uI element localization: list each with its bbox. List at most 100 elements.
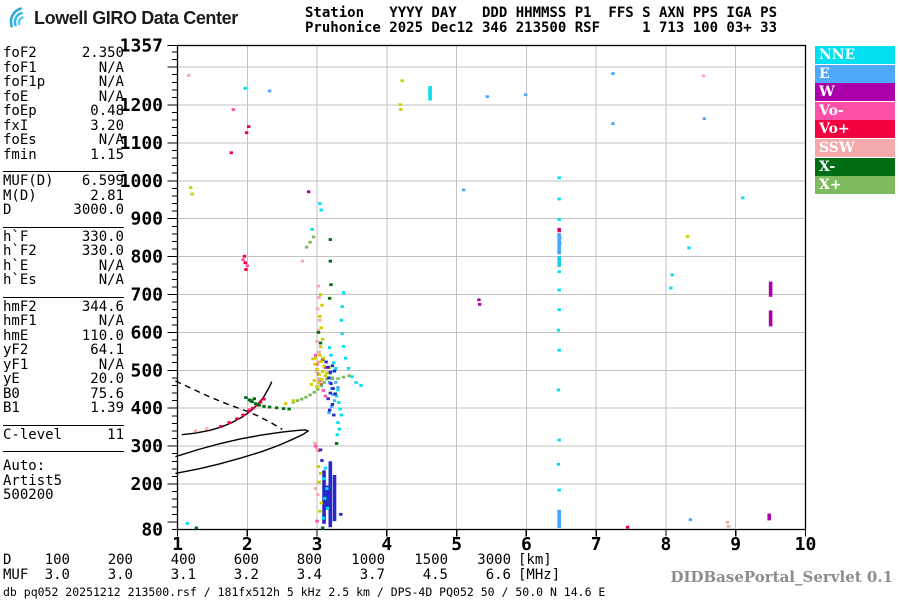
svg-text:300: 300 [130, 436, 163, 457]
parameter-group-4: C-level 11 [3, 426, 124, 452]
parameter-value: N/A [98, 88, 124, 105]
parameter-row-hmF1: hmF1 N/A [3, 314, 124, 329]
parameter-label: yF2 [3, 342, 29, 358]
autoscaler-line: 500200 [3, 487, 54, 503]
parameter-value: N/A [98, 356, 124, 373]
table-cell: 3000 [477, 552, 511, 568]
autoscaler-info: Auto: Artist5 500200 [3, 459, 124, 503]
parameter-row-yE: yE 20.0 [3, 372, 124, 387]
svg-text:8: 8 [661, 534, 672, 555]
parameter-label: foF1p [3, 74, 46, 90]
svg-text:80: 80 [141, 520, 163, 541]
parameter-label: foF2 [3, 45, 37, 61]
parameter-value: 6.599 [81, 173, 124, 189]
vertical-echo-bars [322, 86, 773, 528]
legend-label: Vo+ [819, 121, 850, 138]
legend-item-X+: X+ [815, 176, 895, 195]
station-header-line2: Pruhonice 2025 Dec12 346 213500 RSF 1 71… [305, 20, 778, 36]
table-cell: 600 [233, 552, 259, 568]
curve-hprime-trace [181, 381, 273, 436]
table-row-label: D [3, 552, 12, 568]
parameter-label: yF1 [3, 356, 29, 373]
legend-item-Vo-: Vo- [815, 101, 895, 120]
parameter-label: foE [3, 88, 29, 105]
parameter-value: 11 [107, 426, 124, 443]
x-axis-labels: 1 2 3 4 5 6 7 8 9 10 [172, 534, 816, 555]
echo-bar [557, 509, 561, 528]
lowell-giro-logo: Lowell GIRO Data Center [6, 6, 238, 30]
table-row-D: D 100 200 400 600 800 1000 1500 3000 [km] [3, 553, 560, 568]
parameter-value: 3000.0 [73, 202, 124, 218]
echo-bar [428, 86, 432, 101]
svg-text:900: 900 [130, 209, 163, 230]
x-axis-ticks [176, 529, 807, 537]
parameter-value: 20.0 [90, 371, 124, 387]
parameter-value: 2.350 [81, 45, 124, 61]
parameter-label: M(D) [3, 187, 37, 204]
parameter-value: 344.6 [81, 298, 124, 315]
curve-transmission-curve [175, 429, 310, 475]
legend-label: SSW [819, 139, 855, 156]
svg-text:1100: 1100 [120, 133, 163, 154]
svg-text:2: 2 [242, 534, 253, 555]
parameter-row-hmE: hmE 110.0 [3, 328, 124, 344]
parameter-value: 330.0 [81, 228, 124, 245]
parameter-value: 1.39 [90, 400, 124, 416]
parameter-row-C-level: C-level 11 [3, 426, 124, 443]
legend-item-E: E [815, 64, 895, 83]
echo-bar [768, 310, 773, 327]
parameter-label: C-level [3, 426, 63, 443]
table-unit: [km] [518, 552, 552, 568]
legend-label: E [819, 65, 830, 82]
parameter-row-yF1: yF1 N/A [3, 356, 124, 373]
parameter-value: 0.48 [90, 103, 124, 119]
parameter-row-h`F: h`F 330.0 [3, 228, 124, 245]
echo-bar [557, 255, 561, 267]
svg-text:9: 9 [730, 534, 741, 555]
y-axis-labels: 1357 1200 1100 1000 900 800 700 600 500 400 300 200… [120, 36, 163, 541]
table-cell: 200 [107, 552, 133, 568]
parameter-label: foF1 [3, 59, 37, 76]
autoscaler-line: Artist5 [3, 472, 63, 489]
echo-series-X- [194, 238, 339, 530]
svg-text:4: 4 [381, 534, 392, 555]
svg-text:400: 400 [130, 398, 163, 419]
svg-text:6: 6 [521, 534, 532, 555]
table-cell: 1500 [414, 552, 448, 568]
legend-item-Vo+: Vo+ [815, 120, 895, 139]
parameter-row-foE: foE N/A [3, 88, 124, 105]
legend-label: Vo- [819, 102, 844, 119]
parameter-label: hmF2 [3, 298, 37, 315]
legend-label: X+ [819, 177, 842, 194]
parameter-row-D: D 3000.0 [3, 203, 124, 218]
table-cell: 3.1 [170, 566, 196, 583]
parameter-row-M(D): M(D) 2.81 [3, 187, 124, 204]
parameter-row-fxI: fxI 3.20 [3, 118, 124, 134]
servlet-version-label: DIDBasePortal_Servlet 0.1 [670, 568, 893, 586]
parameter-row-h`Es: h`Es N/A [3, 273, 124, 288]
legend-item-NNE: NNE [815, 46, 895, 64]
svg-text:800: 800 [130, 247, 163, 268]
parameter-label: h`Es [3, 272, 37, 288]
parameter-value: 75.6 [90, 385, 124, 402]
table-cell: 3.0 [107, 566, 133, 583]
parameter-row-MUF(D): MUF(D) 6.599 [3, 174, 124, 189]
echo-series-Vo+ [219, 125, 630, 529]
svg-text:700: 700 [130, 285, 163, 306]
svg-text:3: 3 [312, 534, 323, 555]
parameter-label: hmF1 [3, 313, 37, 329]
station-header: Station YYYY DAY DDD HHMMSS P1 FFS S AXN… [305, 6, 777, 36]
table-cell: 100 [44, 552, 70, 568]
table-row-label: MUF [3, 566, 29, 583]
legend-label: W [819, 84, 835, 101]
svg-text:10: 10 [795, 534, 817, 555]
parameter-row-foF2: foF2 2.350 [3, 46, 124, 61]
y-axis-ticks [167, 45, 178, 530]
svg-text:600: 600 [130, 322, 163, 343]
svg-text:500: 500 [130, 360, 163, 381]
direction-legend: NNE E W Vo- Vo+ SSW X- X+ [815, 46, 895, 195]
parameter-group-0: foF2 2.350 foF1 N/A foF1p N/A foE N/A foEp 0.48 fx… [3, 44, 124, 172]
table-cell: 3.2 [233, 566, 259, 583]
parameter-group-3: hmF2 344.6 hmF1 N/A hmE 110.0 yF2 64.1 yF1 N/A yE 2… [3, 298, 124, 426]
